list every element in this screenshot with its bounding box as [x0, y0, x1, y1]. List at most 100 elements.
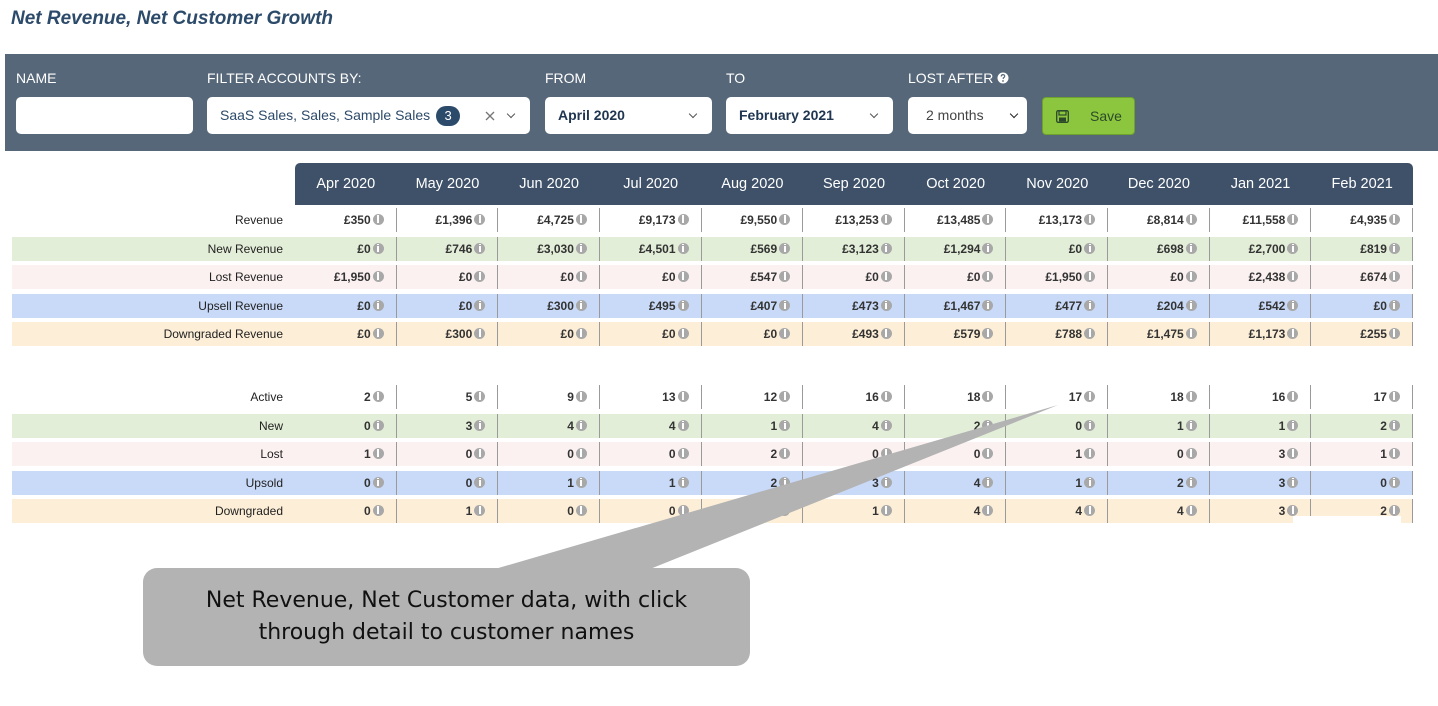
name-input[interactable] [16, 97, 193, 134]
table-cell[interactable]: 1 [295, 442, 397, 466]
table-cell[interactable]: 0 [397, 470, 499, 495]
cell-value[interactable]: £350 [343, 213, 371, 227]
table-cell[interactable]: £407 [702, 293, 804, 318]
cell-value[interactable]: £9,173 [638, 213, 676, 227]
cell-value[interactable]: £1,950 [1045, 270, 1083, 284]
cell-value[interactable]: £2,438 [1248, 270, 1286, 284]
cell-value[interactable]: 0 [363, 504, 371, 518]
cell-value[interactable]: £407 [750, 298, 778, 313]
info-icon[interactable] [1084, 391, 1096, 402]
info-icon[interactable] [779, 271, 791, 282]
table-cell[interactable]: 3 [397, 413, 499, 438]
info-icon[interactable] [1084, 328, 1096, 339]
table-cell[interactable]: £0 [1311, 293, 1413, 318]
info-icon[interactable] [372, 476, 384, 488]
table-cell[interactable]: 18 [905, 385, 1007, 409]
info-icon[interactable] [1084, 505, 1096, 516]
table-cell[interactable]: 4 [905, 470, 1007, 495]
cell-value[interactable]: £1,475 [1147, 327, 1184, 341]
info-icon[interactable] [1084, 214, 1096, 225]
info-icon[interactable] [1084, 242, 1096, 254]
cell-value[interactable]: 16 [1271, 390, 1286, 404]
table-cell[interactable]: £3,123 [803, 236, 905, 261]
cell-value[interactable]: £255 [1360, 327, 1387, 341]
cell-value[interactable]: 1 [668, 475, 676, 490]
table-cell[interactable]: £1,950 [1006, 265, 1109, 289]
cell-value[interactable]: £0 [662, 327, 676, 341]
info-icon[interactable] [677, 505, 689, 516]
cell-value[interactable]: 1 [1278, 418, 1286, 433]
cell-value[interactable]: £13,173 [1038, 213, 1083, 227]
info-icon[interactable] [677, 242, 689, 254]
table-cell[interactable]: 4 [1006, 499, 1109, 523]
info-icon[interactable] [372, 328, 384, 339]
cell-value[interactable]: £0 [357, 327, 371, 341]
info-icon[interactable] [372, 271, 384, 282]
info-icon[interactable] [880, 271, 892, 282]
cell-value[interactable]: 2 [1380, 504, 1387, 518]
cell-value[interactable]: 16 [865, 390, 879, 404]
save-button[interactable]: Save [1042, 97, 1135, 135]
info-icon[interactable] [779, 448, 791, 459]
table-cell[interactable]: 16 [1210, 385, 1312, 409]
info-icon[interactable] [1084, 448, 1096, 459]
cell-value[interactable]: 13 [662, 390, 676, 404]
cell-value[interactable]: £0 [662, 270, 676, 284]
info-icon[interactable] [1287, 391, 1299, 402]
cell-value[interactable]: £674 [1360, 270, 1387, 284]
info-icon[interactable] [880, 214, 892, 225]
cell-value[interactable]: 1 [1075, 447, 1083, 461]
cell-value[interactable]: £8,814 [1147, 213, 1184, 227]
cell-value[interactable]: £0 [763, 327, 778, 341]
cell-value[interactable]: 0 [567, 504, 574, 518]
info-icon[interactable] [1185, 328, 1197, 339]
table-cell[interactable]: £13,253 [803, 208, 905, 232]
table-cell[interactable]: £1,396 [397, 208, 499, 232]
info-icon[interactable] [1287, 242, 1299, 254]
table-cell[interactable]: £1,950 [295, 265, 397, 289]
info-icon[interactable] [474, 419, 486, 431]
info-icon[interactable] [779, 242, 791, 254]
info-icon[interactable] [880, 328, 892, 339]
info-icon[interactable] [474, 505, 486, 516]
info-icon[interactable] [372, 299, 384, 311]
cell-value[interactable]: £2,700 [1248, 241, 1286, 256]
cell-value[interactable]: 0 [668, 504, 676, 518]
table-cell[interactable]: 0 [397, 442, 499, 466]
cell-value[interactable]: £569 [750, 241, 778, 256]
cell-value[interactable]: 1 [1177, 418, 1184, 433]
info-icon[interactable] [1388, 505, 1400, 516]
table-cell[interactable]: £0 [498, 322, 600, 346]
table-cell[interactable]: 2 [295, 385, 397, 409]
info-icon[interactable] [982, 271, 994, 282]
cell-value[interactable]: 1 [1380, 447, 1387, 461]
info-icon[interactable] [880, 299, 892, 311]
table-cell[interactable]: 4 [803, 413, 905, 438]
table-cell[interactable]: 0 [295, 499, 397, 523]
cell-value[interactable]: £1,396 [435, 213, 473, 227]
info-icon[interactable] [474, 242, 486, 254]
info-icon[interactable] [1388, 391, 1400, 402]
table-cell[interactable]: £495 [600, 293, 702, 318]
cell-value[interactable]: £204 [1157, 298, 1184, 313]
cell-value[interactable]: 0 [567, 447, 574, 461]
cell-value[interactable]: 4 [973, 475, 981, 490]
table-cell[interactable]: 1 [1210, 413, 1312, 438]
table-cell[interactable]: 0 [295, 413, 397, 438]
info-icon[interactable] [982, 214, 994, 225]
cell-value[interactable]: 18 [967, 390, 981, 404]
table-cell[interactable]: £0 [1006, 236, 1109, 261]
cell-value[interactable]: £698 [1157, 241, 1184, 256]
cell-value[interactable]: 18 [1170, 390, 1184, 404]
info-icon[interactable] [1388, 271, 1400, 282]
cell-value[interactable]: £493 [852, 327, 879, 341]
cell-value[interactable]: 1 [363, 447, 371, 461]
cell-value[interactable]: £1,950 [333, 270, 371, 284]
table-cell[interactable]: 2 [702, 442, 804, 466]
info-icon[interactable] [677, 299, 689, 311]
info-icon[interactable] [1388, 242, 1400, 254]
table-cell[interactable]: 3 [1210, 499, 1312, 523]
table-cell[interactable]: £473 [803, 293, 905, 318]
table-cell[interactable]: 0 [600, 442, 702, 466]
table-cell[interactable]: £300 [397, 322, 499, 346]
